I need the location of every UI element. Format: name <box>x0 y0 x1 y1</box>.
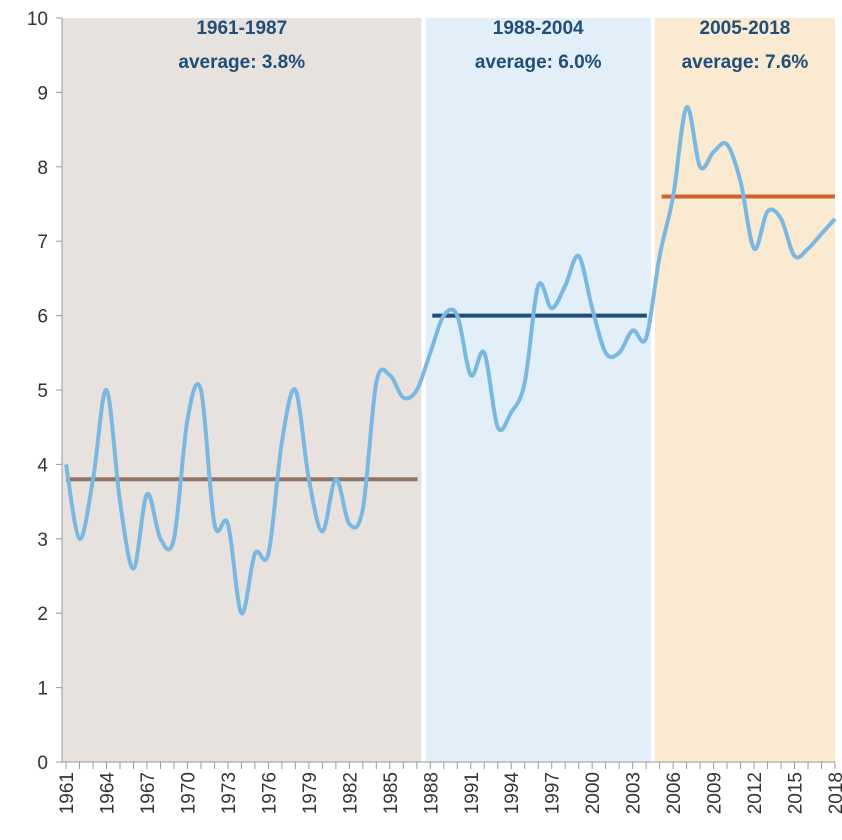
period-band <box>425 18 651 762</box>
x-tick-label: 1973 <box>219 772 240 814</box>
x-tick-label: 1988 <box>421 772 442 814</box>
y-tick-label: 5 <box>37 381 48 402</box>
x-tick-label: 2006 <box>664 772 685 814</box>
x-tick-label: 1961 <box>57 772 78 814</box>
x-tick-label: 2009 <box>705 772 726 814</box>
y-tick-label: 0 <box>37 753 48 774</box>
period-label: 1988-2004 <box>493 18 584 39</box>
y-tick-label: 4 <box>37 455 48 476</box>
period-band <box>654 18 835 762</box>
x-tick-label: 2018 <box>826 772 842 814</box>
x-tick-label: 1991 <box>462 772 483 814</box>
period-label: 2005-2018 <box>700 18 791 39</box>
y-tick-label: 9 <box>37 83 48 104</box>
x-tick-label: 1994 <box>502 772 523 815</box>
x-tick-label: 2012 <box>745 772 766 814</box>
period-average-label: average: 7.6% <box>682 52 809 73</box>
period-average-label: average: 3.8% <box>178 52 305 73</box>
x-tick-label: 2003 <box>624 772 645 814</box>
x-tick-label: 1997 <box>543 772 564 814</box>
x-tick-label: 1985 <box>381 772 402 814</box>
x-tick-label: 1979 <box>300 772 321 814</box>
period-label: 1961-1987 <box>196 18 287 39</box>
period-average-label: average: 6.0% <box>475 52 602 73</box>
x-tick-label: 2000 <box>583 772 604 814</box>
x-tick-label: 1976 <box>259 772 280 814</box>
y-tick-label: 6 <box>37 307 48 328</box>
x-tick-label: 1970 <box>178 772 199 814</box>
y-tick-label: 10 <box>27 9 48 30</box>
period-band <box>62 18 422 762</box>
x-tick-label: 2015 <box>786 772 807 814</box>
y-tick-label: 2 <box>37 604 48 625</box>
y-tick-label: 8 <box>37 158 48 179</box>
y-tick-label: 1 <box>37 679 48 700</box>
x-tick-label: 1982 <box>340 772 361 814</box>
x-tick-label: 1967 <box>138 772 159 814</box>
y-tick-label: 3 <box>37 530 48 551</box>
series-line <box>64 105 837 616</box>
y-tick-label: 7 <box>37 232 48 253</box>
x-tick-label: 1964 <box>98 772 119 815</box>
